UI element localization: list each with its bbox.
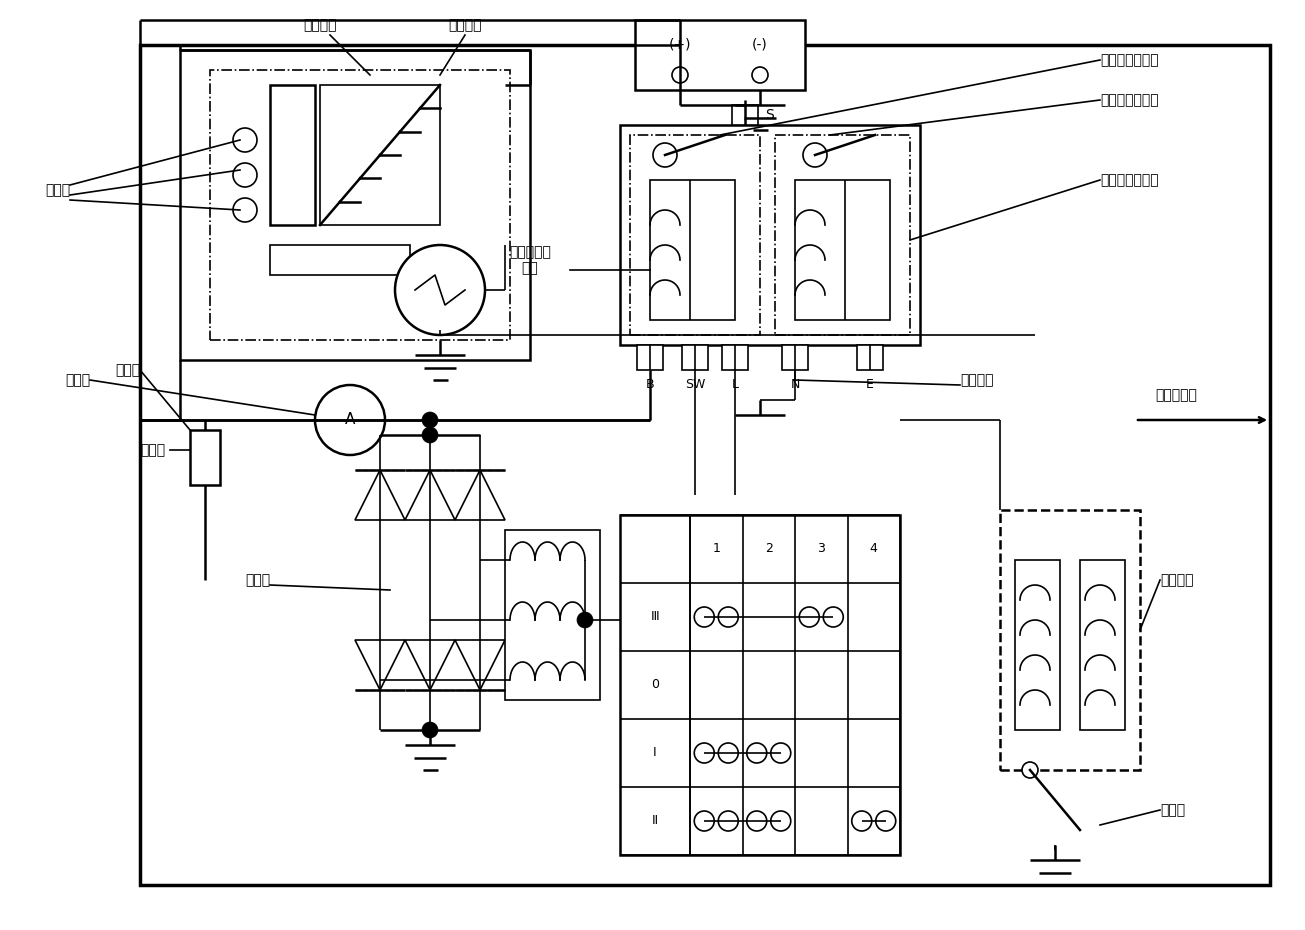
Text: Ⅰ: Ⅰ [654,747,656,760]
Bar [650,180,735,320]
Circle shape [672,67,688,83]
Circle shape [422,427,438,443]
Circle shape [1022,762,1037,778]
Text: S: S [765,108,774,122]
Bar [732,105,758,125]
Circle shape [694,743,714,763]
Polygon shape [455,470,505,520]
Bar [270,245,410,275]
Bar [630,135,760,335]
Circle shape [652,143,677,167]
Circle shape [422,412,438,428]
Text: E: E [867,379,874,392]
Bar [637,345,663,370]
Bar [782,345,808,370]
Circle shape [234,128,257,152]
Text: A: A [345,413,355,428]
Text: L: L [732,379,739,392]
Text: 3: 3 [817,542,825,555]
Circle shape [577,612,592,628]
Circle shape [694,607,714,627]
Circle shape [771,811,791,831]
Text: 1: 1 [713,542,720,555]
Text: 起动继电器触点: 起动继电器触点 [1100,53,1159,67]
Text: N: N [791,379,800,392]
Circle shape [422,722,438,738]
Text: 电流表: 电流表 [65,373,90,387]
Text: 点火开关: 点火开关 [960,373,993,387]
Text: (+): (+) [668,38,692,52]
Text: 起动机: 起动机 [44,183,70,197]
Text: 点火线圈: 点火线圈 [1160,573,1194,587]
Polygon shape [355,470,405,520]
Polygon shape [455,640,505,690]
Circle shape [823,607,843,627]
Text: 发电机: 发电机 [245,573,270,587]
Text: 2: 2 [765,542,773,555]
Polygon shape [405,640,455,690]
Circle shape [234,198,257,222]
Text: 吸引线圈: 吸引线圈 [303,18,337,32]
Bar [620,515,900,855]
Bar [210,70,510,340]
Bar [1015,560,1060,730]
Text: (-): (-) [752,38,767,52]
Polygon shape [355,640,405,690]
Text: 4: 4 [870,542,878,555]
Text: 断电器: 断电器 [1160,803,1185,817]
Text: 至分电器盖: 至分电器盖 [1155,388,1197,402]
Bar [636,20,805,90]
Text: 起动继电器
动圈: 起动继电器 动圈 [509,245,551,275]
Circle shape [876,811,895,831]
Bar [140,45,1270,885]
Text: 熔断器: 熔断器 [140,443,164,457]
Bar [857,345,883,370]
Bar [722,345,748,370]
Text: B: B [646,379,654,392]
Bar [505,530,600,700]
Circle shape [771,743,791,763]
Bar [1081,560,1125,730]
Circle shape [852,811,872,831]
Text: Ⅱ: Ⅱ [652,815,658,828]
Bar [795,180,890,320]
Circle shape [746,743,767,763]
Bar [320,85,440,225]
Bar [180,50,530,360]
Circle shape [799,607,820,627]
Circle shape [803,143,827,167]
Text: 保护继电器触点: 保护继电器触点 [1100,93,1159,107]
Circle shape [718,811,739,831]
Circle shape [718,743,739,763]
Polygon shape [405,470,455,520]
Circle shape [752,67,769,83]
Text: 熔断器: 熔断器 [115,363,140,377]
Circle shape [577,612,592,628]
Circle shape [234,163,257,187]
Bar [683,345,709,370]
Text: 0: 0 [651,679,659,692]
Bar [1000,510,1141,770]
Circle shape [315,385,385,455]
Circle shape [395,245,485,335]
Bar [775,135,910,335]
Circle shape [718,607,739,627]
Text: SW: SW [685,379,705,392]
Circle shape [746,811,767,831]
Bar [270,85,315,225]
Bar [620,125,920,345]
Circle shape [694,811,714,831]
Bar [191,430,221,485]
Text: Ⅲ: Ⅲ [651,610,659,623]
Text: 保护继电器线圈: 保护继电器线圈 [1100,173,1159,187]
Text: 保持线圈: 保持线圈 [448,18,482,32]
